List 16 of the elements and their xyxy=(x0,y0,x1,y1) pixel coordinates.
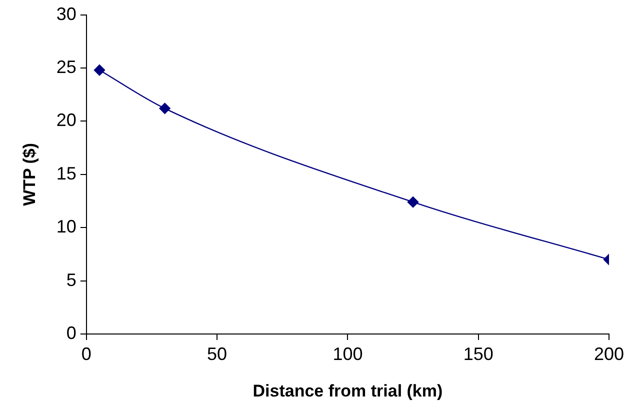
y-tick-label: 20 xyxy=(56,110,76,130)
x-tick-label: 200 xyxy=(594,344,624,364)
x-tick-label: 150 xyxy=(463,344,494,364)
x-tick-label: 100 xyxy=(332,344,363,364)
y-tick-label: 30 xyxy=(56,4,76,24)
y-tick-label: 5 xyxy=(66,270,76,290)
y-tick-label: 10 xyxy=(56,216,76,237)
point xyxy=(94,64,106,76)
x-axis-title: Distance from trial (km) xyxy=(252,381,443,400)
y-axis-title: WTP ($) xyxy=(20,142,39,206)
y-tick-label: 25 xyxy=(56,56,76,77)
point xyxy=(159,102,170,114)
x-tick-label: 50 xyxy=(207,344,228,364)
y-tick-label: 15 xyxy=(56,163,76,184)
y-tick-label: 0 xyxy=(66,322,76,343)
x-tick-label: 0 xyxy=(81,344,92,364)
